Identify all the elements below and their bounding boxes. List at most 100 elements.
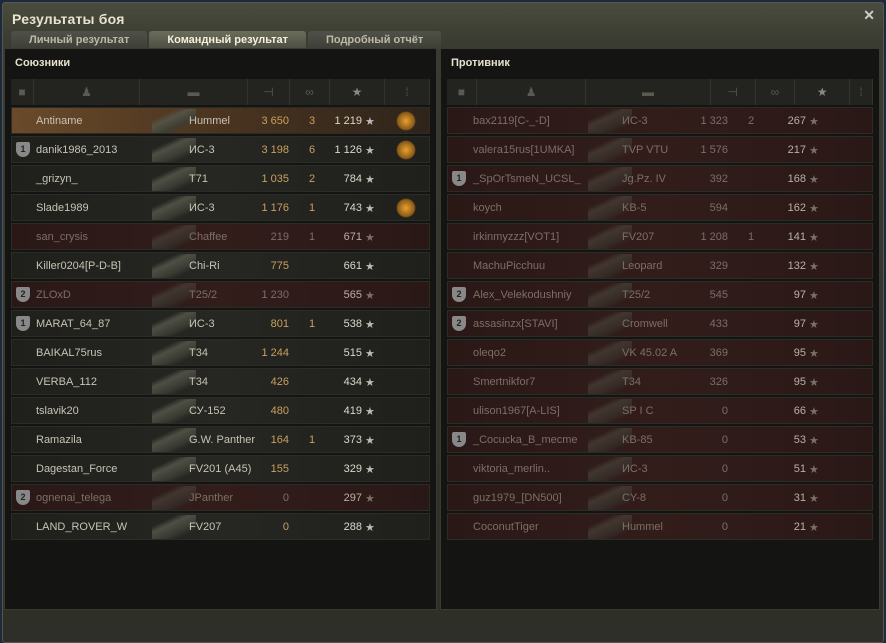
- platoon-badge-icon: 1: [16, 316, 30, 331]
- enemies-panel: Противник ■ ♟ ▬ ⊣ ∞ ★ ⁞ bax2119[C-_-D] ИС-3 1 32…: [440, 48, 880, 610]
- star-icon: ★: [365, 464, 375, 476]
- player-name: Antiname: [36, 115, 83, 127]
- player-name: Smertnikfor7: [473, 376, 536, 388]
- column-medal-icon[interactable]: ⁞: [385, 79, 430, 105]
- player-row[interactable]: 1 _Cocucka_B_mecme KB-85 0 53 ★: [447, 426, 873, 453]
- star-icon: ★: [809, 464, 819, 476]
- tab-team-result[interactable]: Командный результат: [149, 31, 306, 50]
- column-platoon-icon[interactable]: ■: [11, 79, 34, 105]
- player-row[interactable]: bax2119[C-_-D] ИС-3 1 323 2 267 ★: [447, 107, 873, 134]
- player-name: BAIKAL75rus: [36, 347, 103, 359]
- player-row[interactable]: irkinmyzzz[VOT1] FV207 1 208 1 141 ★: [447, 223, 873, 250]
- tank-name: ИС-3: [622, 115, 648, 127]
- player-row[interactable]: Killer0204[P-D-B] Chi-Ri 775 661 ★: [11, 252, 430, 279]
- player-row[interactable]: 1 MARAT_64_87 ИС-3 801 1 538 ★: [11, 310, 430, 337]
- tank-name: ИС-3: [189, 144, 215, 156]
- star-icon: ★: [365, 145, 375, 157]
- kills-value: 2: [309, 173, 316, 185]
- player-name: tslavik20: [36, 405, 79, 417]
- platoon-badge-icon: 1: [452, 171, 466, 186]
- player-row[interactable]: LAND_ROVER_W FV207 0 288 ★: [11, 513, 430, 540]
- tank-name: Leopard: [622, 260, 663, 272]
- star-icon: ★: [365, 406, 375, 418]
- player-row[interactable]: Dagestan_Force FV201 (A45) 155 329 ★: [11, 455, 430, 482]
- player-row[interactable]: tslavik20 СУ-152 480 419 ★: [11, 397, 430, 424]
- star-icon: ★: [809, 522, 819, 534]
- tank-name: T34: [622, 376, 641, 388]
- tank-icon: [152, 341, 196, 365]
- star-icon: ★: [365, 377, 375, 389]
- damage-value: 1 244: [261, 347, 289, 359]
- close-icon[interactable]: ✕: [863, 7, 875, 23]
- player-row[interactable]: Slade1989 ИС-3 1 176 1 743 ★: [11, 194, 430, 221]
- damage-value: 0: [721, 463, 728, 475]
- player-row[interactable]: MachuPicchuu Leopard 329 132 ★: [447, 252, 873, 279]
- column-damage-icon[interactable]: ⊣: [248, 79, 290, 105]
- player-row[interactable]: guz1979_[DN500] CY-8 0 31 ★: [447, 484, 873, 511]
- tank-icon: [152, 457, 196, 481]
- player-row[interactable]: ulison1967[A-LIS] SP I C 0 66 ★: [447, 397, 873, 424]
- tank-name: T34: [189, 347, 208, 359]
- player-row[interactable]: 1 danik1986_2013 ИС-3 3 198 6 1 126 ★: [11, 136, 430, 163]
- medal-icon[interactable]: [396, 140, 416, 160]
- column-kills-icon[interactable]: ∞: [756, 79, 796, 105]
- player-row[interactable]: 2 Alex_Velekodushniy T25/2 545 97 ★: [447, 281, 873, 308]
- damage-value: 801: [270, 318, 289, 330]
- player-row[interactable]: oleqo2 VK 45.02 A 369 95 ★: [447, 339, 873, 366]
- player-name: _grizyn_: [36, 173, 78, 185]
- damage-value: 219: [270, 231, 289, 243]
- tank-name: VK 45.02 A: [622, 347, 678, 359]
- column-kills-icon[interactable]: ∞: [290, 79, 330, 105]
- platoon-badge-icon: 1: [16, 142, 30, 157]
- column-tank-icon[interactable]: ▬: [140, 79, 248, 105]
- tank-name: СУ-152: [189, 405, 226, 417]
- damage-value: 392: [709, 173, 728, 185]
- player-row[interactable]: 2 ZLOxD T25/2 1 230 565 ★: [11, 281, 430, 308]
- damage-value: 3 650: [261, 115, 289, 127]
- xp-value: 95: [793, 347, 806, 359]
- damage-value: 0: [282, 521, 289, 533]
- column-xp-star-icon[interactable]: ★: [795, 79, 851, 105]
- player-row[interactable]: 1 _SpOrTsmeN_UCSL_ Jg.Pz. IV 392 168 ★: [447, 165, 873, 192]
- column-player-icon[interactable]: ♟: [477, 79, 587, 105]
- player-row[interactable]: _grizyn_ T71 1 035 2 784 ★: [11, 165, 430, 192]
- damage-value: 369: [709, 347, 728, 359]
- tank-icon: [588, 399, 632, 423]
- column-xp-star-icon[interactable]: ★: [330, 79, 385, 105]
- player-name: Dagestan_Force: [36, 463, 118, 475]
- column-damage-icon[interactable]: ⊣: [711, 79, 756, 105]
- kills-value: 1: [748, 231, 755, 243]
- player-row[interactable]: valera15rus[1UMKA] TVP VTU 1 576 217 ★: [447, 136, 873, 163]
- column-medal-icon[interactable]: ⁞: [850, 79, 873, 105]
- tank-name: FV207: [189, 521, 222, 533]
- player-row[interactable]: san_crysis Chaffee 219 1 671 ★: [11, 223, 430, 250]
- column-player-icon[interactable]: ♟: [34, 79, 140, 105]
- player-row[interactable]: Ramazila G.W. Panther 164 1 373 ★: [11, 426, 430, 453]
- tank-icon: [588, 457, 632, 481]
- tank-name: ИС-3: [189, 318, 215, 330]
- column-tank-icon[interactable]: ▬: [586, 79, 711, 105]
- column-platoon-icon[interactable]: ■: [447, 79, 477, 105]
- star-icon: ★: [365, 348, 375, 360]
- player-row[interactable]: VERBA_112 T34 426 434 ★: [11, 368, 430, 395]
- kills-value: 6: [309, 144, 316, 156]
- player-name: danik1986_2013: [36, 144, 118, 156]
- player-row[interactable]: BAIKAL75rus T34 1 244 515 ★: [11, 339, 430, 366]
- player-name: ognenai_telega: [36, 492, 112, 504]
- medal-icon[interactable]: [396, 111, 416, 131]
- player-row[interactable]: viktoria_merlin.. ИС-3 0 51 ★: [447, 455, 873, 482]
- tank-icon: [588, 109, 632, 133]
- player-row[interactable]: Antiname Hummel 3 650 3 1 219 ★: [11, 107, 430, 134]
- player-row[interactable]: 2 assasinzx[STAVI] Cromwell 433 97 ★: [447, 310, 873, 337]
- tab-detailed-report[interactable]: Подробный отчёт: [307, 31, 442, 50]
- player-row[interactable]: CoconutTiger Hummel 0 21 ★: [447, 513, 873, 540]
- platoon-badge-icon: 2: [16, 287, 30, 302]
- medal-icon[interactable]: [396, 198, 416, 218]
- player-row[interactable]: Smertnikfor7 T34 326 95 ★: [447, 368, 873, 395]
- player-name: assasinzx[STAVI]: [473, 318, 558, 330]
- tab-personal-result[interactable]: Личный результат: [11, 31, 148, 50]
- player-row[interactable]: koych KB-5 594 162 ★: [447, 194, 873, 221]
- allies-column-header: ■ ♟ ▬ ⊣ ∞ ★ ⁞: [11, 79, 430, 105]
- tank-name: ИС-3: [189, 202, 215, 214]
- player-row[interactable]: 2 ognenai_telega JPanther 0 297 ★: [11, 484, 430, 511]
